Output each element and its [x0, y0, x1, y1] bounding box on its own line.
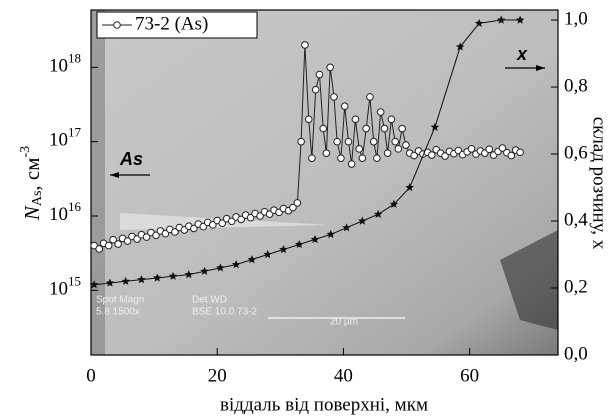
circle-marker [312, 86, 319, 93]
circle-marker [486, 146, 493, 153]
y2-tick-label: 0,0 [564, 343, 588, 364]
circle-marker [352, 116, 359, 123]
circle-marker [115, 241, 122, 248]
circle-marker [377, 109, 384, 116]
circle-marker [395, 146, 402, 153]
circle-marker [356, 146, 363, 153]
y-tick-label: 1018 [49, 50, 81, 76]
y-tick-exponent: 16 [68, 199, 82, 214]
y2-tick-label: 0,4 [564, 209, 588, 230]
image-label: 20 µm [330, 317, 358, 328]
y-axis-label: NAs, см-3 [18, 146, 45, 221]
image-label: Spot Magn [96, 295, 144, 306]
y2-axis-label: склад розчину, x [589, 117, 610, 250]
circle-marker [323, 150, 330, 157]
y-tick-label: 1017 [49, 125, 82, 151]
circle-marker [305, 116, 312, 123]
image-label: 5.8 1500x [96, 307, 140, 318]
circle-marker [316, 71, 323, 78]
x-axis-label: віддаль від поверхні, мкм [220, 394, 428, 415]
x-tick-label: 40 [334, 365, 353, 386]
circle-marker [370, 138, 377, 145]
circle-marker [403, 142, 410, 149]
circle-marker [338, 155, 345, 162]
circle-marker [374, 155, 381, 162]
y-tick-exponent: 17 [68, 125, 82, 140]
circle-marker [348, 161, 355, 168]
circle-marker [298, 138, 305, 145]
circle-marker [392, 138, 399, 145]
image-label: Det WD [192, 295, 227, 306]
circle-marker [345, 138, 352, 145]
image-label: BSE 10.0 73-2 [192, 307, 257, 318]
circle-marker [96, 246, 103, 253]
circle-marker [334, 138, 341, 145]
y-tick-base: 10 [49, 204, 68, 225]
circle-marker [320, 125, 327, 132]
annotation: As [119, 149, 143, 169]
y-tick-base: 10 [49, 56, 68, 77]
x-tick-label: 20 [208, 365, 227, 386]
circle-marker [341, 103, 348, 110]
y-label-part: As [30, 191, 45, 207]
circle-marker [309, 155, 316, 162]
circle-marker [388, 116, 395, 123]
y2-tick-label: 0,8 [564, 75, 588, 96]
y-tick-label: 1016 [49, 199, 82, 225]
circle-marker [363, 125, 370, 132]
y-label-part: N [20, 205, 44, 221]
circle-marker [327, 64, 334, 71]
y-tick-base: 10 [49, 279, 68, 300]
circle-marker [294, 200, 301, 207]
circle-marker [384, 150, 391, 157]
circle-marker [367, 94, 374, 101]
y-label-part: -3 [18, 146, 33, 158]
y2-tick-label: 0,2 [564, 276, 588, 297]
circle-marker [359, 155, 366, 162]
circle-marker [517, 149, 524, 156]
circle-marker [399, 125, 406, 132]
y2-tick-label: 0,6 [564, 142, 588, 163]
y-tick-exponent: 15 [68, 273, 81, 288]
sem-image [91, 10, 558, 355]
circle-marker [331, 94, 338, 101]
y2-tick-label: 1,0 [564, 8, 588, 29]
y-tick-exponent: 18 [68, 50, 81, 65]
y-tick-label: 1015 [49, 273, 81, 299]
y-label-part: , см [20, 157, 44, 190]
legend-marker [114, 22, 121, 29]
x-tick-label: 60 [460, 365, 479, 386]
circle-marker [105, 242, 112, 249]
circle-marker [302, 42, 309, 49]
chart: віддаль від поверхні, мкм NAs, см-3 скла… [0, 0, 610, 418]
circle-marker [381, 125, 388, 132]
y-tick-base: 10 [49, 130, 68, 151]
annotation: x [516, 44, 528, 64]
x-tick-label: 0 [86, 365, 96, 386]
legend-label: 73-2 (As) [135, 13, 208, 34]
